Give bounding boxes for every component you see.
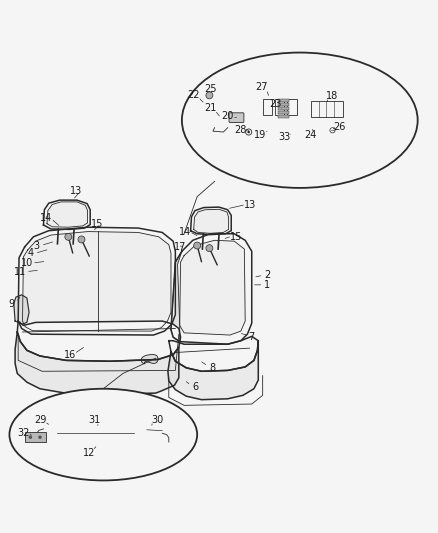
Text: 8: 8 <box>209 363 215 373</box>
Text: 11: 11 <box>14 266 26 277</box>
Bar <box>278 111 289 114</box>
Text: 14: 14 <box>179 227 191 237</box>
Text: 3: 3 <box>33 240 39 251</box>
Polygon shape <box>169 336 258 372</box>
Polygon shape <box>47 202 88 227</box>
Bar <box>25 432 46 442</box>
Circle shape <box>78 236 85 243</box>
Text: 21: 21 <box>204 103 216 114</box>
Text: 22: 22 <box>187 91 200 100</box>
Text: 29: 29 <box>35 415 47 425</box>
Text: 18: 18 <box>326 91 339 101</box>
Text: 20: 20 <box>222 111 234 122</box>
Text: 25: 25 <box>204 84 216 94</box>
Text: 24: 24 <box>304 130 317 140</box>
Text: 23: 23 <box>269 99 282 109</box>
Text: 4: 4 <box>27 248 33 259</box>
Text: 7: 7 <box>249 332 255 342</box>
Bar <box>287 99 297 115</box>
Bar <box>278 99 289 102</box>
Bar <box>278 103 289 106</box>
Text: 28: 28 <box>234 125 246 135</box>
Ellipse shape <box>10 389 197 480</box>
Polygon shape <box>306 119 316 132</box>
Circle shape <box>247 131 250 133</box>
Polygon shape <box>180 240 245 335</box>
FancyBboxPatch shape <box>229 113 244 123</box>
Text: 15: 15 <box>91 219 103 229</box>
Polygon shape <box>43 423 70 431</box>
Text: 19: 19 <box>254 130 267 140</box>
Polygon shape <box>171 251 182 342</box>
Polygon shape <box>171 234 252 344</box>
Polygon shape <box>53 425 137 446</box>
Text: 33: 33 <box>279 132 291 142</box>
Text: 10: 10 <box>21 258 33 268</box>
Polygon shape <box>22 231 171 331</box>
Text: 12: 12 <box>83 448 95 458</box>
Polygon shape <box>17 321 180 361</box>
Text: 15: 15 <box>230 232 243 242</box>
Bar <box>278 107 289 110</box>
Bar <box>263 99 272 115</box>
Text: 31: 31 <box>88 415 101 425</box>
Bar <box>275 99 285 115</box>
Polygon shape <box>168 341 258 400</box>
Text: 1: 1 <box>264 280 270 290</box>
Polygon shape <box>215 108 228 128</box>
Circle shape <box>261 128 268 135</box>
Text: 2: 2 <box>264 270 270 280</box>
Polygon shape <box>18 227 175 335</box>
Circle shape <box>206 245 213 252</box>
Circle shape <box>206 92 213 99</box>
Polygon shape <box>191 207 231 235</box>
Text: 30: 30 <box>152 415 164 425</box>
Polygon shape <box>43 200 90 229</box>
Ellipse shape <box>182 53 418 188</box>
Circle shape <box>65 233 72 240</box>
Polygon shape <box>141 354 158 364</box>
Circle shape <box>194 242 201 249</box>
Text: 32: 32 <box>17 429 30 438</box>
Text: 9: 9 <box>9 298 14 309</box>
Circle shape <box>286 131 292 138</box>
Polygon shape <box>15 332 179 394</box>
Text: 14: 14 <box>40 214 53 223</box>
Text: 27: 27 <box>255 83 268 93</box>
Text: 13: 13 <box>244 199 257 209</box>
Polygon shape <box>145 426 163 439</box>
Text: 17: 17 <box>174 242 187 252</box>
Text: 16: 16 <box>64 350 76 360</box>
Polygon shape <box>14 295 29 324</box>
Polygon shape <box>201 97 215 110</box>
Bar <box>311 101 343 117</box>
Text: 26: 26 <box>333 122 345 132</box>
Circle shape <box>28 435 32 439</box>
Circle shape <box>38 435 42 439</box>
Polygon shape <box>203 110 206 127</box>
Text: 13: 13 <box>70 187 82 196</box>
Polygon shape <box>194 209 229 233</box>
Text: 6: 6 <box>192 382 198 392</box>
Bar <box>278 115 289 118</box>
